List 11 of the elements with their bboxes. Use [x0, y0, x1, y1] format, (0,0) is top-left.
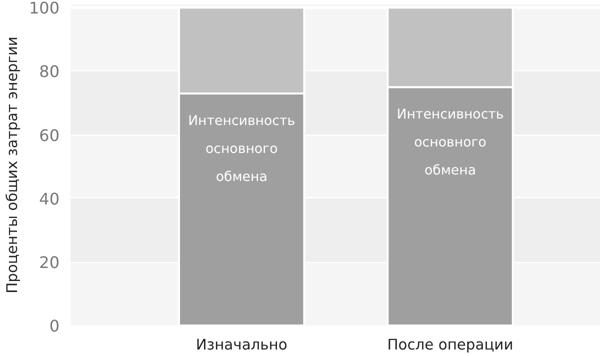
y-tick-label: 100: [28, 0, 60, 18]
series-label: Интенсивность основного обмена: [188, 114, 296, 185]
y-tick-label: 60: [39, 126, 60, 145]
y-axis-title: Проценты общих затрат энергии: [4, 36, 21, 294]
y-tick-label: 40: [39, 189, 60, 208]
x-tick-label: После операции: [387, 336, 514, 354]
x-tick-label: Изначально: [196, 336, 288, 354]
text: Интенсивность основного обмена: [396, 108, 504, 179]
y-tick-label: 80: [39, 62, 60, 82]
y-tick-label: 0: [49, 316, 60, 336]
y-tick-label: 20: [39, 252, 60, 272]
